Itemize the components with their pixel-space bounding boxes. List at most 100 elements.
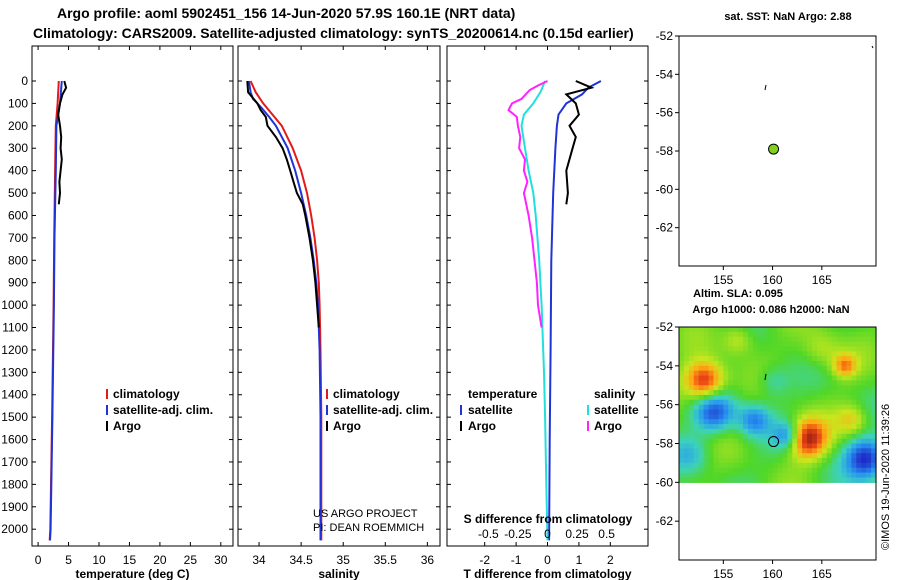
heatmap-cell xyxy=(811,360,818,367)
heatmap-cell xyxy=(807,394,813,401)
heatmap-cell xyxy=(762,414,769,420)
heatmap-cell xyxy=(762,467,769,474)
heatmap-cell xyxy=(807,336,813,343)
heatmap-cell xyxy=(831,380,838,386)
heatmap-cell xyxy=(752,448,759,454)
heatmap-cell xyxy=(738,331,744,338)
heatmap-cell xyxy=(698,365,705,372)
heatmap-cell xyxy=(718,341,724,348)
heatmap-cell xyxy=(752,385,759,391)
heatmap-cell xyxy=(762,394,769,401)
xtick-label: 1 xyxy=(576,553,583,567)
heatmap-cell xyxy=(811,341,818,348)
heatmap-cell xyxy=(841,458,848,464)
heatmap-cell xyxy=(767,346,774,352)
heatmap-cell xyxy=(802,390,808,396)
heatmap-cell xyxy=(698,385,705,391)
heatmap-cell xyxy=(777,419,784,425)
heatmap-cell xyxy=(836,433,843,440)
sst-map-speck xyxy=(764,84,767,91)
heatmap-cell xyxy=(738,380,744,386)
heatmap-cell xyxy=(836,380,843,386)
heatmap-cell xyxy=(856,433,862,440)
heatmap-cell xyxy=(738,360,744,367)
heatmap-cell xyxy=(718,390,724,396)
heatmap-cell xyxy=(688,433,695,440)
heatmap-cell xyxy=(679,336,685,343)
heatmap-cell xyxy=(792,336,798,343)
heatmap-cell xyxy=(762,351,769,357)
heatmap-cell xyxy=(836,404,843,411)
heatmap-cell xyxy=(836,360,843,367)
heatmap-cell xyxy=(821,385,828,391)
heatmap-cell xyxy=(782,327,788,333)
heatmap-cell xyxy=(841,331,848,338)
heatmap-cell xyxy=(752,472,759,479)
heatmap-cell xyxy=(728,331,734,338)
heatmap-cell xyxy=(866,351,872,357)
heatmap-cell xyxy=(802,424,808,430)
heatmap-cell xyxy=(841,404,848,411)
heatmap-cell xyxy=(762,409,769,415)
heatmap-cell xyxy=(821,477,828,483)
heatmap-cell xyxy=(772,351,779,357)
heatmap-cell xyxy=(752,414,759,420)
heatmap-cell xyxy=(688,356,695,362)
heatmap-cell xyxy=(866,438,872,445)
heatmap-cell xyxy=(866,419,872,425)
map-ytick-label: -56 xyxy=(656,106,674,120)
heatmap-cell xyxy=(792,346,798,352)
heatmap-cell xyxy=(846,472,852,479)
heatmap-cell xyxy=(718,365,724,372)
heatmap-cell xyxy=(728,346,734,352)
heatmap-cell xyxy=(802,370,808,377)
heatmap-cell xyxy=(846,443,852,449)
heatmap-cell xyxy=(846,394,852,401)
heatmap-cell xyxy=(841,467,848,474)
heatmap-cell xyxy=(787,346,793,352)
heatmap-cell xyxy=(792,472,798,479)
heatmap-cell xyxy=(836,385,843,391)
heatmap-cell xyxy=(718,356,724,362)
heatmap-cell xyxy=(807,380,813,386)
heatmap-cell xyxy=(851,390,857,396)
legend-diff-s-item: Argo xyxy=(594,419,622,433)
heatmap-cell xyxy=(836,458,843,464)
heatmap-cell xyxy=(871,462,877,469)
heatmap-cell xyxy=(871,346,877,352)
heatmap-cell xyxy=(851,448,857,454)
heatmap-cell xyxy=(698,351,705,357)
heatmap-cell xyxy=(693,351,700,357)
heatmap-cell xyxy=(831,467,838,474)
heatmap-cell xyxy=(767,370,774,377)
heatmap-cell xyxy=(782,409,788,415)
heatmap-cell xyxy=(757,448,764,454)
figure-title-line1: Argo profile: aoml 5902451_156 14-Jun-20… xyxy=(57,5,516,21)
heatmap-cell xyxy=(688,409,695,415)
heatmap-cell xyxy=(738,458,744,464)
heatmap-cell xyxy=(802,351,808,357)
heatmap-cell xyxy=(866,390,872,396)
heatmap-cell xyxy=(733,414,739,420)
heatmap-cell xyxy=(826,414,833,420)
heatmap-cell xyxy=(743,472,749,479)
heatmap-cell xyxy=(787,360,793,367)
heatmap-cell xyxy=(811,409,818,415)
heatmap-cell xyxy=(693,458,700,464)
heatmap-cell xyxy=(826,438,833,445)
heatmap-cell xyxy=(738,409,744,415)
heatmap-cell xyxy=(866,331,872,338)
heatmap-cell xyxy=(797,477,803,483)
heatmap-cell xyxy=(713,443,719,449)
heatmap-cell xyxy=(871,433,877,440)
heatmap-cell xyxy=(698,477,705,483)
heatmap-cell xyxy=(866,336,872,343)
heatmap-cell xyxy=(733,433,739,440)
heatmap-cell xyxy=(787,385,793,391)
heatmap-cell xyxy=(831,385,838,391)
heatmap-cell xyxy=(767,414,774,420)
heatmap-cell xyxy=(743,448,749,454)
heatmap-cell xyxy=(688,458,695,464)
heatmap-cell xyxy=(871,409,877,415)
heatmap-cell xyxy=(826,453,833,459)
